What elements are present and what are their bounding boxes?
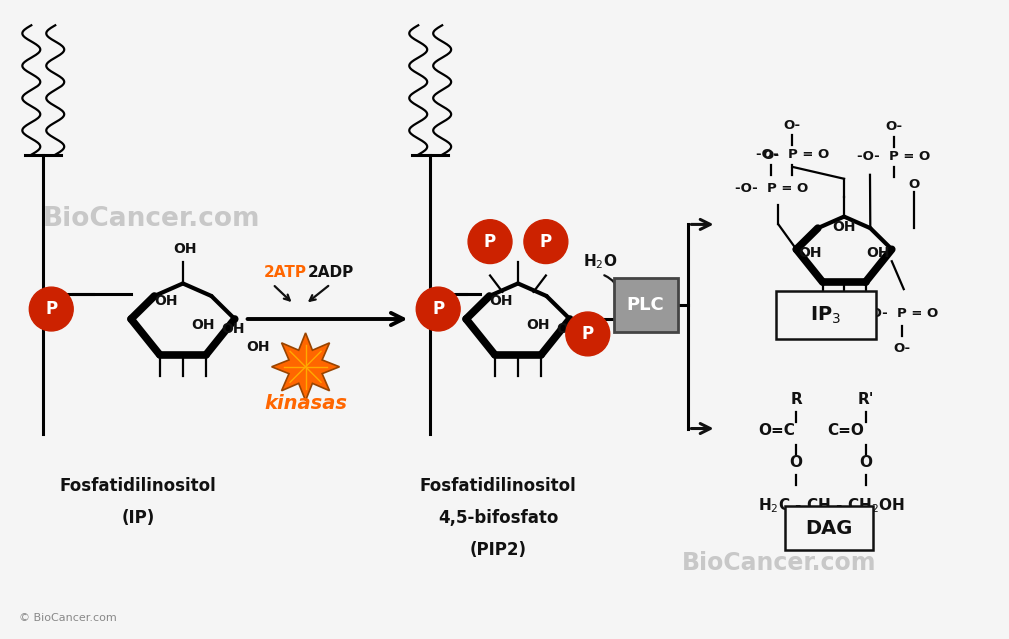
Text: R: R [790, 392, 802, 406]
Text: DAG: DAG [805, 519, 853, 537]
Text: H$_2$O: H$_2$O [582, 252, 616, 270]
Text: OH: OH [832, 220, 856, 235]
Text: -O-  P = O: -O- P = O [756, 148, 828, 162]
Text: O: O [860, 456, 873, 470]
Text: O-: O- [885, 121, 902, 134]
Text: Fosfatidilinositol: Fosfatidilinositol [420, 477, 576, 495]
Text: IP$_3$: IP$_3$ [810, 304, 842, 326]
Circle shape [524, 220, 568, 263]
Text: OH: OH [866, 246, 890, 260]
Text: P: P [484, 233, 496, 250]
Text: OH: OH [556, 322, 579, 336]
Text: H$_2$C - CH - CH$_2$OH: H$_2$C - CH - CH$_2$OH [758, 496, 904, 514]
Text: C=O: C=O [827, 424, 865, 438]
Text: (IP): (IP) [121, 509, 154, 527]
FancyBboxPatch shape [776, 291, 876, 339]
Text: © BioCancer.com: © BioCancer.com [19, 613, 117, 622]
Text: O-: O- [763, 149, 780, 162]
Text: OH: OH [174, 242, 197, 256]
Text: OH: OH [221, 322, 244, 336]
Text: (PIP2): (PIP2) [469, 541, 527, 559]
Text: 4,5-bifosfato: 4,5-bifosfato [438, 509, 558, 527]
Text: R': R' [858, 392, 874, 406]
Text: OH: OH [247, 340, 270, 354]
Text: OH: OH [154, 294, 178, 308]
Text: BioCancer.com: BioCancer.com [682, 551, 877, 575]
Circle shape [566, 312, 609, 356]
Text: -O-  P = O: -O- P = O [858, 150, 930, 164]
Text: OH: OH [526, 318, 550, 332]
Text: O-: O- [784, 118, 801, 132]
Text: OH: OH [191, 318, 214, 332]
Circle shape [417, 287, 460, 331]
Text: OH: OH [489, 294, 513, 308]
Text: P: P [582, 325, 594, 343]
Text: O=C: O=C [758, 424, 795, 438]
Text: O: O [790, 456, 803, 470]
Text: 2ADP: 2ADP [308, 265, 353, 280]
Text: -O-  P = O: -O- P = O [735, 181, 808, 194]
Polygon shape [271, 333, 339, 401]
Text: -O-  P = O: -O- P = O [865, 307, 938, 320]
Text: O-: O- [893, 343, 910, 355]
Text: BioCancer.com: BioCancer.com [42, 206, 259, 233]
FancyBboxPatch shape [613, 278, 677, 332]
Text: 2ATP: 2ATP [264, 265, 307, 280]
Text: P: P [540, 233, 552, 250]
Text: OH: OH [798, 246, 822, 260]
Text: PLC: PLC [627, 296, 665, 314]
Circle shape [29, 287, 74, 331]
Text: Fosfatidilinositol: Fosfatidilinositol [60, 477, 216, 495]
Text: P: P [432, 300, 444, 318]
FancyBboxPatch shape [785, 506, 873, 550]
Text: O: O [908, 178, 919, 191]
Circle shape [468, 220, 512, 263]
Text: P: P [45, 300, 58, 318]
Text: kinasas: kinasas [264, 394, 347, 413]
